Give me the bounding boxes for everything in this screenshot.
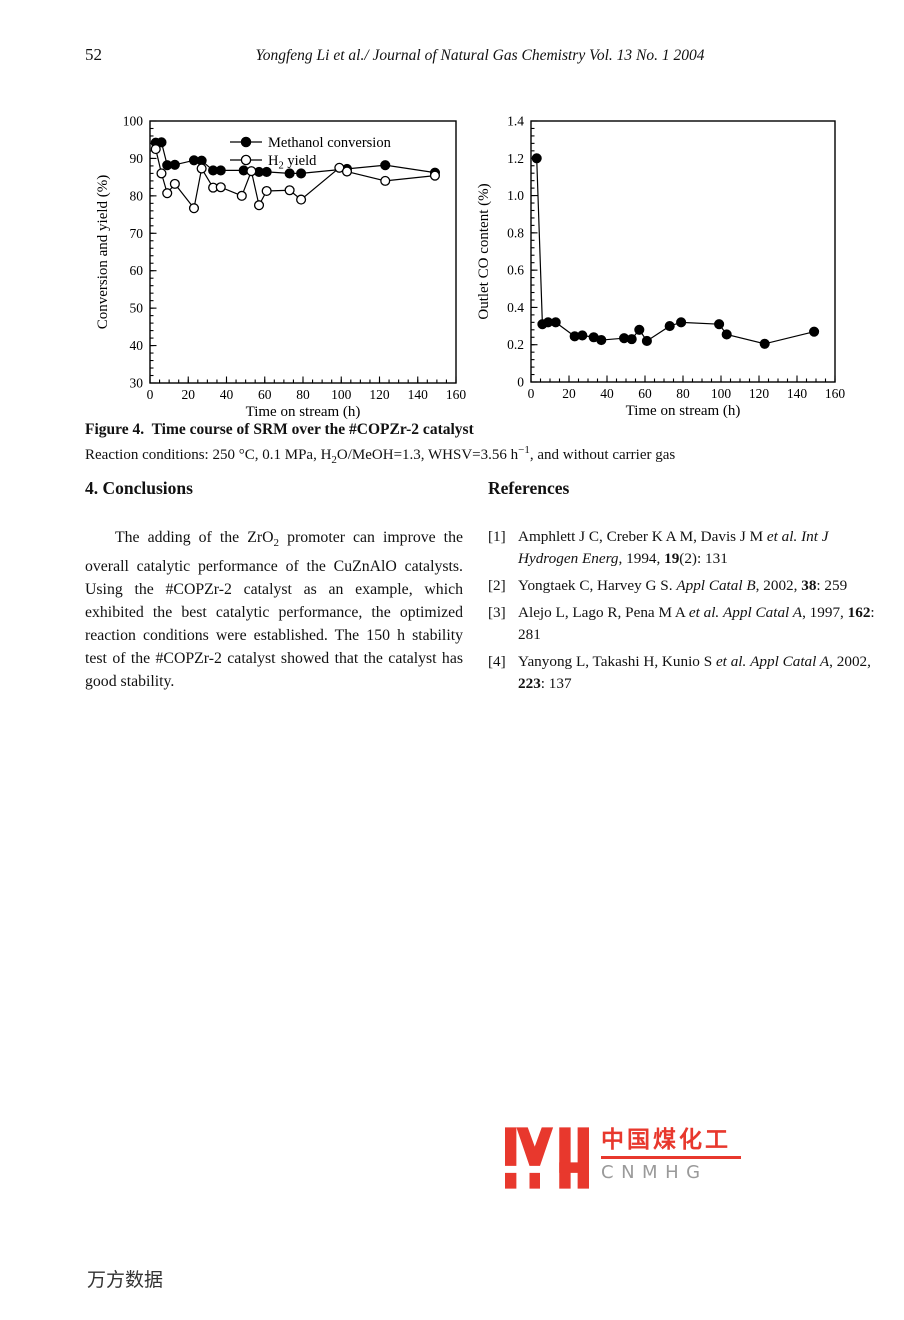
svg-text:0.6: 0.6 [507,263,524,278]
axes-ticks [149,120,457,384]
co-content-chart: 0 20 40 60 80 100 120 140 160 0 0.2 0.4 0.6 0.8 1.0 1.2… [476,114,846,420]
reference-text: Amphlett J C, Creber K A M, Davis J M et… [518,528,829,567]
reference-item: [1] Amphlett J C, Creber K A M, Davis J M… [488,526,880,570]
svg-text:80: 80 [676,386,690,401]
svg-text:60: 60 [258,387,272,402]
svg-text:40: 40 [130,338,144,353]
svg-text:140: 140 [787,386,808,401]
svg-text:80: 80 [296,387,310,402]
svg-text:1.0: 1.0 [507,188,524,203]
svg-text:1.4: 1.4 [507,114,524,129]
svg-text:20: 20 [562,386,576,401]
page-number: 52 [85,45,102,64]
logo-underline [601,1156,741,1159]
reference-text: Yanyong L, Takashi H, Kunio S et al. App… [518,653,871,692]
svg-text:40: 40 [600,386,614,401]
svg-text:0: 0 [517,375,524,390]
reference-number: [3] [488,604,506,621]
logo-chinese-text: 中国煤化工 [601,1127,731,1153]
svg-text:160: 160 [825,386,846,401]
svg-text:0: 0 [528,386,535,401]
svg-text:120: 120 [749,386,770,401]
svg-text:Methanol conversion: Methanol conversion [268,135,392,151]
svg-text:1.2: 1.2 [507,151,524,166]
conclusions-heading: 4. Conclusions [85,478,193,498]
cnmhg-logo-mark-icon [505,1127,589,1189]
reference-item: [3] Alejo L, Lago R, Pena M A et al. Appl… [488,602,880,646]
svg-text:0.8: 0.8 [507,225,524,240]
svg-text:0.2: 0.2 [507,337,524,352]
svg-text:60: 60 [130,263,144,278]
figure-caption: Figure 4. Time course of SRM over the #C… [85,421,835,466]
x-axis-label: Time on stream (h) [246,404,361,420]
reference-item: [2] Yongtaek C, Harvey G S. Appl Catal B,… [488,575,880,597]
outlet-co-content-series [531,153,820,349]
logo-latin-text: CNMHG [601,1162,708,1183]
reference-text: Yongtaek C, Harvey G S. Appl Catal B, 20… [518,577,848,594]
running-head: Yongfeng Li et al./ Journal of Natural G… [255,47,705,64]
svg-text:120: 120 [369,387,390,402]
svg-text:30: 30 [130,376,144,391]
y-axis-label: Outlet CO content (%) [476,183,492,319]
h2-yield-series [150,144,441,214]
svg-text:100: 100 [123,114,144,129]
svg-text:160: 160 [446,387,467,402]
svg-text:100: 100 [711,386,732,401]
y-axis-label: Conversion and yield (%) [95,175,111,330]
svg-text:0.4: 0.4 [507,300,524,315]
svg-text:90: 90 [130,151,144,166]
logo-monogram [505,1127,589,1189]
x-axis-label: Time on stream (h) [626,403,741,419]
methanol-conversion-series [150,137,441,179]
svg-text:60: 60 [638,386,652,401]
svg-text:140: 140 [408,387,429,402]
svg-text:70: 70 [130,226,144,241]
references-section: References [1] Amphlett J C, Creber K A M… [488,478,880,700]
reference-list: [1] Amphlett J C, Creber K A M, Davis J M… [488,526,880,695]
reference-number: [2] [488,577,506,594]
svg-text:80: 80 [130,188,144,203]
wanfang-watermark: 万方数据 [87,1269,164,1291]
svg-text:20: 20 [182,387,196,402]
logo-text: 中国煤化工 CNMHG [601,1127,741,1183]
svg-text:0: 0 [147,387,154,402]
conclusions-section: 4. Conclusions The adding of the ZrO2 pr… [85,478,463,693]
reference-number: [4] [488,653,506,670]
reference-text: Alejo L, Lago R, Pena M A et al. Appl Ca… [518,604,875,643]
chart-legend: Methanol conversion H2 yield [230,135,392,172]
references-heading: References [488,478,570,498]
svg-text:50: 50 [130,301,144,316]
reference-number: [1] [488,528,506,545]
axes-ticks [530,120,836,383]
conclusions-paragraph: The adding of the ZrO2 promoter can impr… [85,529,463,691]
figure-caption-conditions: Reaction conditions: 250 °C, 0.1 MPa, H2… [85,444,676,466]
svg-text:100: 100 [331,387,352,402]
cnmhg-logo: 中国煤化工 CNMHG [505,1127,741,1189]
svg-text:40: 40 [220,387,234,402]
methanol-conversion-chart: 0 20 40 60 80 100 120 140 160 30 40 50 60 70 80 90 100 Ti… [95,114,467,421]
reference-item: [4] Yanyong L, Takashi H, Kunio S et al. … [488,651,880,695]
figure-caption-title: Figure 4. Time course of SRM over the #C… [85,421,474,438]
svg-text:H2 yield: H2 yield [268,153,317,172]
